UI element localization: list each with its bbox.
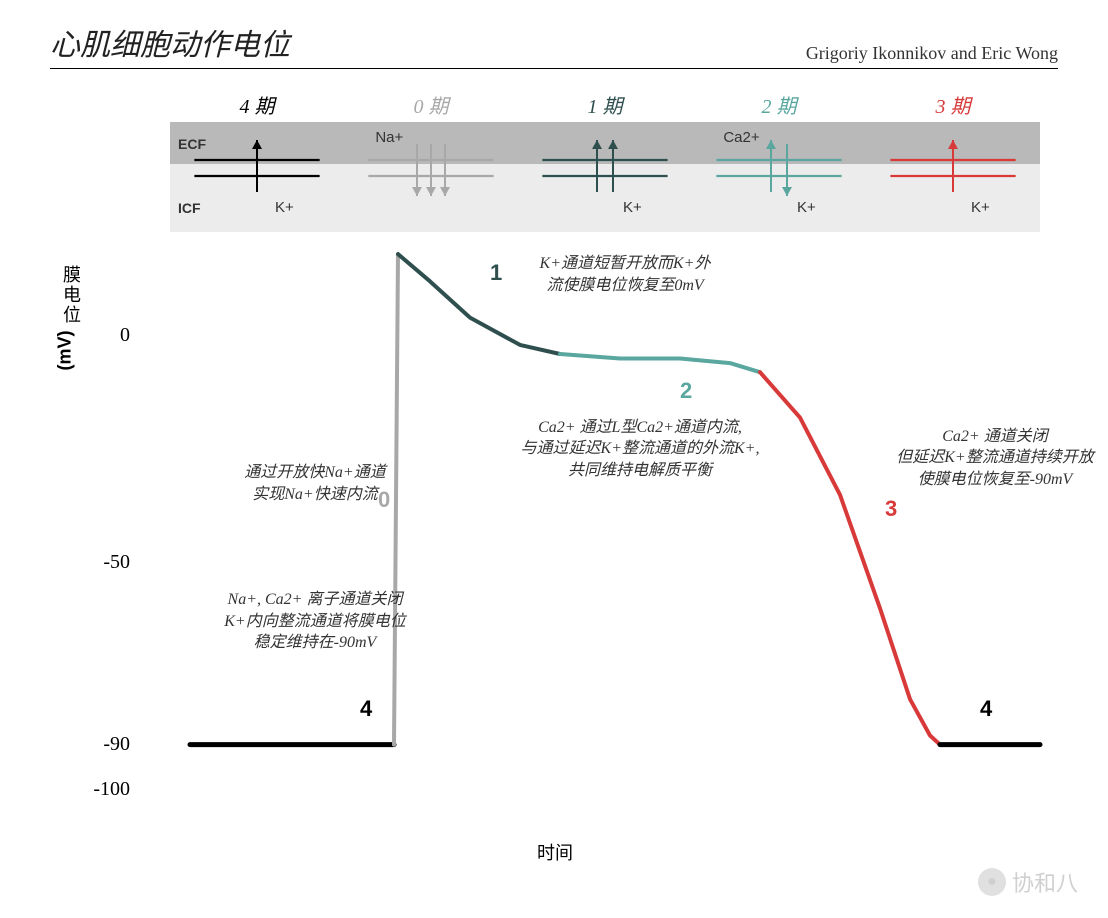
phase-header-1: 1 期 — [518, 90, 692, 119]
y-tick: -100 — [80, 778, 130, 801]
phase-header-3: 3 期 — [866, 90, 1040, 119]
phase-header-0: 0 期 — [344, 90, 518, 119]
phase-number: 4 — [980, 696, 992, 722]
y-axis-label: 膜电位 — [58, 265, 84, 325]
phase-headers: 4 期 0 期 1 期 2 期 3 期 — [170, 90, 1040, 119]
phase-number: 1 — [490, 260, 502, 286]
wechat-icon: ● — [978, 868, 1006, 896]
phase-header-2: 2 期 — [692, 90, 866, 119]
annotation-ann0: 通过开放快Na+通道实现Na+快速内流 — [225, 462, 405, 505]
svg-text:Ca2+: Ca2+ — [723, 129, 760, 146]
ion-diagram: ECF ICF K+Na+K+Ca2+K+K+ — [170, 122, 1040, 232]
page-title: 心肌细胞动作电位 — [50, 20, 290, 64]
svg-text:K+: K+ — [971, 199, 990, 216]
header: 心肌细胞动作电位 Grigoriy Ikonnikov and Eric Won… — [50, 20, 1058, 69]
y-tick: -90 — [80, 733, 130, 756]
phase-number: 3 — [885, 496, 897, 522]
watermark: ● 协和八 — [978, 866, 1078, 898]
phase-number: 2 — [680, 378, 692, 404]
annotation-ann3: Ca2+ 通道关闭但延迟K+整流通道持续开放使膜电位恢复至-90mV — [880, 426, 1108, 491]
svg-text:K+: K+ — [275, 199, 294, 216]
x-axis-label: 时间 — [537, 839, 573, 865]
authors: Grigoriy Ikonnikov and Eric Wong — [806, 43, 1058, 64]
annotation-ann1: K+通道短暂开放而K+外流使膜电位恢复至0mV — [510, 253, 740, 296]
svg-text:Na+: Na+ — [375, 129, 403, 146]
y-tick: 0 — [80, 324, 130, 347]
action-potential-curve — [140, 245, 1060, 790]
plot-region: 401234 Na+, Ca2+ 离子通道关闭K+内向整流通道将膜电位稳定维持在… — [140, 245, 1060, 790]
annotation-ann2: Ca2+ 通过L型Ca2+通道内流,与通过延迟K+整流通道的外流K+,共同维持电… — [510, 417, 770, 482]
chart-area: 膜电位 (mV) 0-50-90-100 401234 Na+, Ca2+ 离子… — [50, 245, 1060, 845]
y-tick: -50 — [80, 551, 130, 574]
watermark-text: 协和八 — [1012, 866, 1078, 898]
annotation-ann4: Na+, Ca2+ 离子通道关闭K+内向整流通道将膜电位稳定维持在-90mV — [205, 589, 425, 654]
y-axis-unit: (mV) — [55, 331, 76, 371]
svg-text:K+: K+ — [623, 199, 642, 216]
phase-header-4: 4 期 — [170, 90, 344, 119]
ion-arrows-svg: K+ Na+ K+ Ca2+ K+ K+ — [170, 122, 1040, 232]
phase-number: 4 — [360, 696, 372, 722]
svg-text:K+: K+ — [797, 199, 816, 216]
